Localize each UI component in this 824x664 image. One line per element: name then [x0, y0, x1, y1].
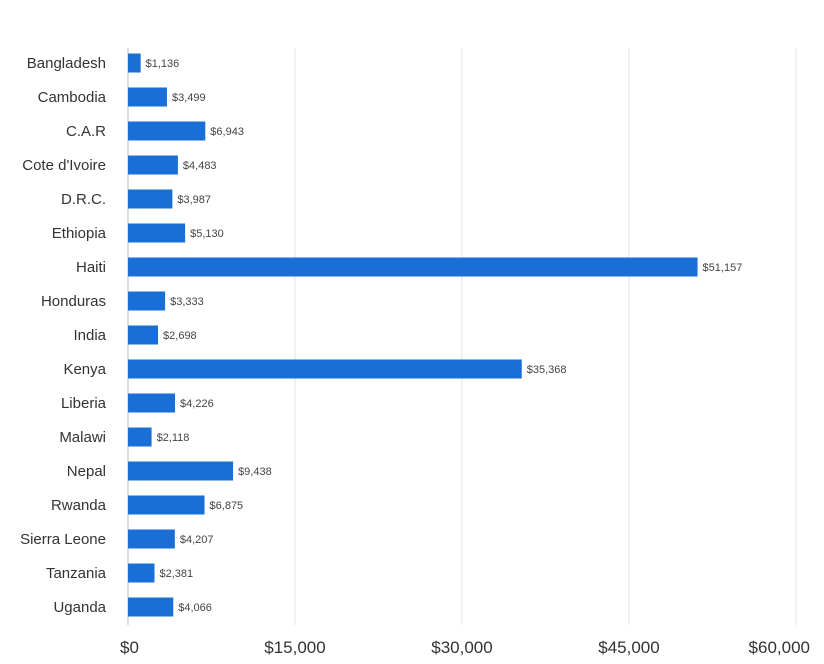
value-label: $6,943: [210, 126, 244, 138]
category-label: Sierra Leone: [20, 531, 106, 548]
bar: [128, 291, 166, 311]
bar: [128, 155, 178, 175]
category-label: Ethiopia: [52, 225, 107, 242]
x-tick-label: $0: [120, 638, 139, 657]
value-label: $5,130: [190, 228, 224, 240]
category-label: Uganda: [53, 599, 106, 616]
category-label: Liberia: [61, 395, 107, 412]
category-label: India: [73, 327, 106, 344]
x-tick-labels: $0 $15,000 $30,000 $45,000 $60,000: [120, 638, 810, 657]
value-label: $2,381: [160, 568, 194, 580]
category-label: Haiti: [76, 259, 106, 276]
value-label: $4,207: [180, 534, 214, 546]
category-label: Bangladesh: [27, 55, 106, 72]
bar: [128, 427, 152, 447]
value-label: $35,368: [527, 364, 567, 376]
bar: [128, 563, 155, 583]
category-label: Malawi: [59, 429, 106, 446]
category-labels: Bangladesh Cambodia C.A.R Cote d'Ivoire D.R.…: [20, 55, 107, 616]
category-label: Rwanda: [51, 497, 107, 514]
value-label: $6,875: [210, 500, 244, 512]
category-label: Cambodia: [38, 89, 107, 106]
category-label: Nepal: [67, 463, 106, 480]
value-label: $3,987: [177, 194, 211, 206]
category-label: D.R.C.: [61, 191, 106, 208]
bar: [128, 257, 698, 277]
value-label: $2,118: [157, 432, 190, 444]
bar: [128, 87, 167, 107]
value-label: $9,438: [238, 466, 272, 478]
value-label: $1,136: [146, 58, 180, 70]
bar: [128, 461, 234, 481]
bar: [128, 359, 522, 379]
gridlines: [294, 48, 797, 625]
bars: [128, 53, 698, 617]
bar: [128, 223, 186, 243]
bar: [128, 495, 205, 515]
x-tick-label: $60,000: [749, 638, 810, 657]
x-tick-label: $45,000: [598, 638, 659, 657]
category-label: Tanzania: [46, 565, 107, 582]
bar: [128, 325, 159, 345]
value-label: $4,066: [178, 602, 212, 614]
category-label: Honduras: [41, 293, 106, 310]
bar: [128, 53, 141, 73]
category-label: Kenya: [63, 361, 106, 378]
value-labels: $1,136 $3,499 $6,943 $4,483 $3,987 $5,130 $51,…: [146, 58, 743, 614]
x-tick-label: $30,000: [431, 638, 492, 657]
bar: [128, 393, 176, 413]
bar: [128, 121, 206, 141]
value-label: $51,157: [703, 262, 743, 274]
value-label: $2,698: [163, 330, 197, 342]
category-label: C.A.R: [66, 123, 106, 140]
x-tick-label: $15,000: [264, 638, 325, 657]
value-label: $4,483: [183, 160, 217, 172]
bar: [128, 189, 173, 209]
bar: [128, 529, 175, 549]
value-label: $3,499: [172, 92, 206, 104]
bar: [128, 597, 174, 617]
category-label: Cote d'Ivoire: [22, 157, 106, 174]
value-label: $4,226: [180, 398, 214, 410]
value-label: $3,333: [170, 296, 204, 308]
